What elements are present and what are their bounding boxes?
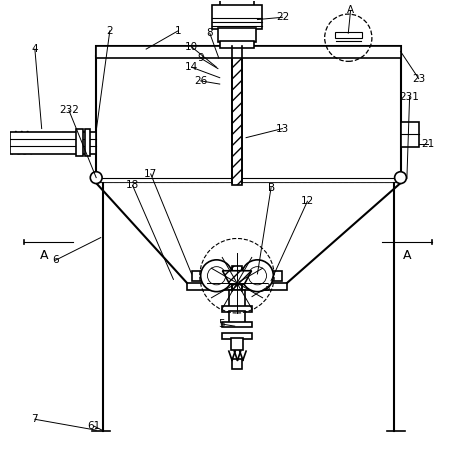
Bar: [191, 271, 283, 281]
Text: 5: 5: [218, 319, 224, 329]
Text: 26: 26: [194, 76, 207, 86]
Circle shape: [90, 172, 102, 184]
Text: B: B: [267, 183, 274, 192]
Text: A: A: [347, 5, 354, 16]
Bar: [96, 46, 401, 56]
Bar: [232, 53, 242, 186]
Text: 23: 23: [412, 74, 425, 84]
Circle shape: [395, 172, 406, 184]
Text: 6: 6: [52, 255, 59, 266]
Text: 8: 8: [207, 28, 213, 38]
Bar: [401, 122, 419, 147]
Text: 12: 12: [301, 196, 314, 206]
Bar: [222, 322, 252, 327]
Text: A: A: [40, 249, 48, 262]
Text: 18: 18: [126, 181, 139, 191]
Bar: [220, 41, 254, 48]
Bar: [220, 0, 254, 7]
Bar: [222, 306, 252, 312]
Bar: [222, 334, 252, 339]
Bar: [229, 311, 245, 324]
Bar: [212, 5, 262, 29]
Text: 17: 17: [144, 169, 157, 179]
Text: 21: 21: [421, 139, 434, 149]
Text: 232: 232: [59, 106, 79, 116]
Text: 10: 10: [185, 42, 198, 52]
Bar: [96, 46, 401, 58]
Bar: [232, 359, 242, 369]
Text: 1: 1: [174, 26, 181, 36]
Circle shape: [201, 260, 232, 292]
Text: 4: 4: [32, 44, 38, 54]
Bar: [187, 283, 287, 290]
Text: 14: 14: [185, 62, 198, 72]
Bar: [229, 290, 245, 308]
Text: 7: 7: [32, 414, 38, 424]
Bar: [10, 132, 96, 154]
Text: 13: 13: [276, 123, 289, 133]
Bar: [335, 32, 362, 38]
Text: 9: 9: [197, 53, 204, 63]
Text: 231: 231: [400, 92, 419, 102]
Circle shape: [242, 260, 273, 292]
Bar: [85, 129, 90, 156]
Text: 22: 22: [276, 12, 289, 22]
Polygon shape: [222, 271, 252, 284]
Polygon shape: [96, 183, 401, 283]
Text: 61: 61: [87, 421, 100, 431]
Bar: [232, 266, 242, 290]
Bar: [218, 28, 256, 42]
Bar: [76, 129, 82, 156]
Text: A: A: [403, 249, 411, 262]
Bar: [231, 339, 243, 350]
Text: 3: 3: [263, 282, 270, 292]
Text: 2: 2: [107, 26, 113, 36]
